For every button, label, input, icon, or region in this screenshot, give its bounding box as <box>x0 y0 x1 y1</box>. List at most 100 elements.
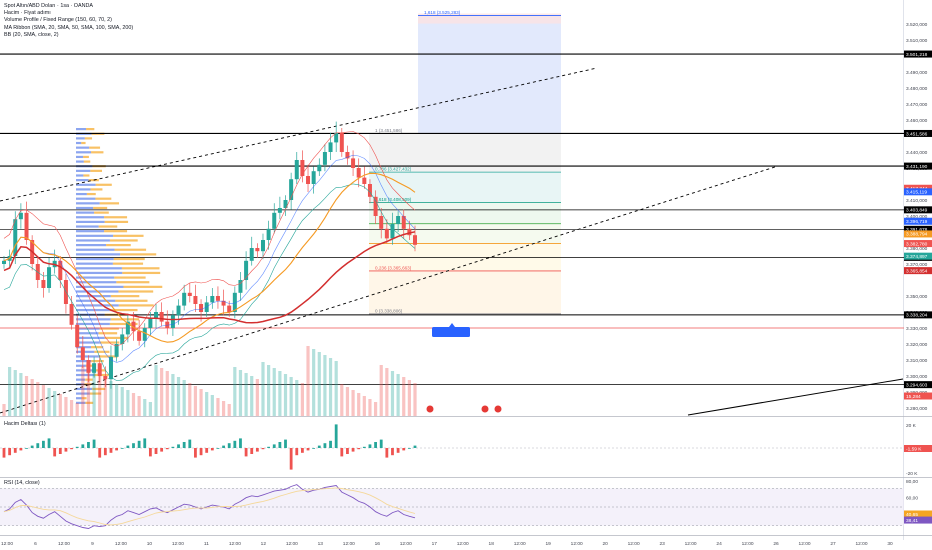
delta-bar <box>222 445 225 448</box>
vp-bar-down <box>89 146 101 149</box>
vp-bar-down <box>85 378 93 381</box>
time-tick-label[interactable]: 27 <box>830 541 836 547</box>
time-tick-label[interactable]: 12:00 <box>343 541 355 547</box>
vp-bar-down <box>91 151 104 154</box>
delta-bar <box>295 448 299 456</box>
delta-bar <box>98 448 102 458</box>
delta-bar <box>199 448 203 456</box>
time-tick-label[interactable]: 6 <box>34 541 37 547</box>
time-tick-label[interactable]: 18 <box>489 541 495 547</box>
volume-bar <box>165 371 169 416</box>
vp-bar-down <box>81 141 86 145</box>
time-tick-label[interactable]: 10 <box>147 541 153 547</box>
vp-bar-down <box>85 401 94 404</box>
candle-body <box>47 267 52 288</box>
delta-bar <box>385 448 389 458</box>
event-flag-icon[interactable] <box>480 404 490 414</box>
time-tick-label[interactable]: 12:00 <box>457 541 469 547</box>
time-tick-label[interactable]: 12:00 <box>58 541 70 547</box>
level-price-tag: 3.501,218 <box>906 52 928 58</box>
vp-bar-up <box>76 155 84 159</box>
candle-body <box>131 321 136 332</box>
candle-body <box>148 318 153 328</box>
vp-bar-up <box>76 364 86 367</box>
delta-bar <box>126 445 130 448</box>
time-tick-label[interactable]: 26 <box>773 541 779 547</box>
legend-volume[interactable]: Hacim · Fiyat adımı <box>4 10 51 17</box>
vp-bar-up <box>76 332 99 335</box>
forecast-label-box[interactable] <box>432 327 470 337</box>
delta-bar <box>58 448 62 454</box>
volume-bar <box>115 384 119 416</box>
volume-bar <box>362 396 366 416</box>
time-tick-label[interactable]: 12:00 <box>229 541 241 547</box>
time-tick-label[interactable]: 9 <box>91 541 94 547</box>
time-tick-label[interactable]: 12:00 <box>685 541 697 547</box>
time-tick-label[interactable]: 20 <box>602 541 608 547</box>
candle-body <box>97 363 102 376</box>
candle-body <box>176 305 181 316</box>
volume-bar <box>221 401 226 416</box>
time-tick-label[interactable]: 12:00 <box>856 541 868 547</box>
level-price-tag-bg <box>904 129 932 137</box>
time-tick-label[interactable]: 12:00 <box>1 541 13 547</box>
time-tick-label[interactable]: 11 <box>204 541 209 547</box>
volume-bar <box>69 400 74 416</box>
price-tag-label: 3.365,854 <box>906 268 928 274</box>
vp-bar-up <box>76 271 123 275</box>
candle-body <box>283 200 288 208</box>
time-tick-label[interactable]: 17 <box>432 541 438 547</box>
volume-bar <box>160 368 164 416</box>
time-tick-label[interactable]: 12:00 <box>571 541 583 547</box>
legend-bollinger[interactable]: BB (20, SMA, close, 2) <box>4 31 59 38</box>
time-tick-label[interactable]: 12:00 <box>628 541 640 547</box>
time-tick-label[interactable]: 13 <box>318 541 324 547</box>
volume-bar <box>109 381 113 416</box>
time-tick-label[interactable]: 12:00 <box>799 541 811 547</box>
delta-bar <box>396 448 400 453</box>
vp-bar-down <box>115 299 148 302</box>
candle-body <box>165 321 170 328</box>
time-tick-label[interactable]: 12:00 <box>742 541 754 547</box>
legend-symbol[interactable]: Spot Altın/ABD Doları · 1sa · OANDA <box>4 3 93 9</box>
candle-body <box>238 280 243 293</box>
vp-bar-up <box>76 267 122 270</box>
legend-volume-profile[interactable]: Volume Profile / Fixed Range (150, 60, 7… <box>4 17 112 24</box>
vp-bar-up <box>76 234 114 237</box>
volume-bar <box>103 378 107 416</box>
time-tick-label[interactable]: 30 <box>887 541 893 547</box>
volume-bar <box>379 365 383 416</box>
vp-bar-up <box>76 327 100 330</box>
rsi-panel-label[interactable]: RSI (14, close) <box>4 480 40 486</box>
price-tick-label: 3.440,000 <box>906 150 928 156</box>
level-price-tag: 3.391,678 <box>906 227 928 233</box>
rsi-tick-label: 80,00 <box>906 479 918 485</box>
price-tick-label: 3.400,000 <box>906 214 928 220</box>
event-flag-icon[interactable] <box>425 404 435 414</box>
time-tick-label[interactable]: 12:00 <box>286 541 298 547</box>
time-tick-label[interactable]: 24 <box>716 541 722 547</box>
vp-bar-up <box>76 128 87 131</box>
candle-body <box>294 160 299 180</box>
time-tick-label[interactable]: 12:00 <box>400 541 412 547</box>
time-tick-label[interactable]: 12:00 <box>172 541 184 547</box>
level-price-tag: 3.403,849 <box>906 208 928 214</box>
vp-bar-down <box>104 220 129 223</box>
time-tick-label[interactable]: 16 <box>375 541 381 547</box>
delta-bar <box>402 448 406 451</box>
volume-bar <box>210 395 214 416</box>
candle-body <box>300 160 305 176</box>
time-tick-label[interactable]: 12:00 <box>115 541 127 547</box>
time-tick-label[interactable]: 23 <box>659 541 665 547</box>
legend-ma-ribbon[interactable]: MA Ribbon (SMA, 20, SMA, 50, SMA, 100, S… <box>4 24 134 31</box>
delta-panel-label[interactable]: Hacim Deltası (1) <box>4 421 46 427</box>
time-tick-label[interactable]: 19 <box>546 541 552 547</box>
time-tick-label[interactable]: 12:00 <box>514 541 526 547</box>
vp-bar-down <box>109 308 138 312</box>
vp-bar-down <box>89 392 102 395</box>
event-flag-icon[interactable] <box>493 404 503 414</box>
vp-bar-up <box>76 373 95 377</box>
time-tick-label[interactable]: 12 <box>261 541 267 547</box>
volume-bar <box>385 368 389 416</box>
